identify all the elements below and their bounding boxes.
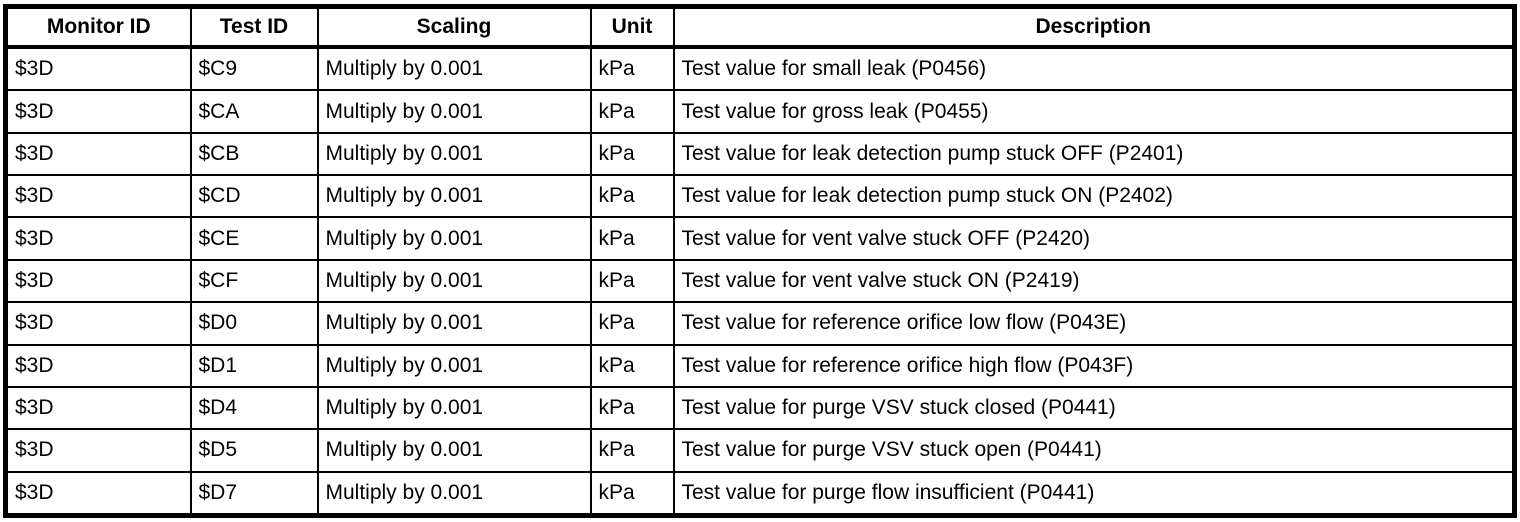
column-header-description: Description — [672, 5, 1516, 49]
cell-unit: kPa — [589, 301, 675, 346]
cell-monitor-id: $3D — [4, 343, 192, 388]
cell-test-id: $CA — [189, 89, 319, 134]
cell-scaling: Multiply by 0.001 — [316, 216, 592, 261]
table-row: $3D $D7 Multiply by 0.001 kPa Test value for… — [4, 470, 1516, 517]
cell-test-id: $CD — [189, 174, 319, 219]
cell-description: Test value for purge flow insufficient (… — [672, 470, 1516, 517]
cell-scaling: Multiply by 0.001 — [316, 131, 592, 177]
cell-monitor-id: $3D — [4, 258, 192, 304]
cell-unit: kPa — [589, 385, 675, 431]
cell-scaling: Multiply by 0.001 — [316, 301, 592, 346]
table-row: $3D $CA Multiply by 0.001 kPa Test value for… — [4, 89, 1516, 134]
cell-description: Test value for reference orifice low flo… — [672, 301, 1516, 346]
table-body: $3D $C9 Multiply by 0.001 kPa Test value for… — [4, 45, 1516, 517]
cell-monitor-id: $3D — [4, 131, 192, 177]
cell-scaling: Multiply by 0.001 — [316, 174, 592, 219]
cell-monitor-id: $3D — [4, 470, 192, 517]
cell-test-id: $CE — [189, 216, 319, 261]
column-header-unit: Unit — [589, 5, 675, 49]
table-row: $3D $CD Multiply by 0.001 kPa Test value for… — [4, 174, 1516, 219]
cell-description: Test value for purge VSV stuck closed (P… — [672, 385, 1516, 431]
cell-description: Test value for vent valve stuck OFF (P24… — [672, 216, 1516, 261]
table-row: $3D $CF Multiply by 0.001 kPa Test value for… — [4, 258, 1516, 304]
cell-unit: kPa — [589, 89, 675, 134]
column-header-test-id: Test ID — [189, 5, 319, 49]
cell-monitor-id: $3D — [4, 385, 192, 431]
cell-scaling: Multiply by 0.001 — [316, 470, 592, 517]
cell-description: Test value for vent valve stuck ON (P241… — [672, 258, 1516, 304]
cell-monitor-id: $3D — [4, 89, 192, 134]
table-header-row: Monitor ID Test ID Scaling Unit Descript… — [4, 5, 1516, 49]
cell-scaling: Multiply by 0.001 — [316, 89, 592, 134]
cell-scaling: Multiply by 0.001 — [316, 385, 592, 431]
table-row: $3D $C9 Multiply by 0.001 kPa Test value for… — [4, 45, 1516, 92]
table-row: $3D $D0 Multiply by 0.001 kPa Test value for… — [4, 301, 1516, 346]
column-header-monitor-id: Monitor ID — [4, 5, 192, 49]
cell-monitor-id: $3D — [4, 301, 192, 346]
cell-monitor-id: $3D — [4, 174, 192, 219]
cell-test-id: $D7 — [189, 470, 319, 517]
cell-scaling: Multiply by 0.001 — [316, 258, 592, 304]
cell-test-id: $C9 — [189, 45, 319, 92]
cell-description: Test value for leak detection pump stuck… — [672, 174, 1516, 219]
monitor-test-table: Monitor ID Test ID Scaling Unit Descript… — [3, 4, 1517, 518]
cell-test-id: $D0 — [189, 301, 319, 346]
cell-description: Test value for reference orifice high fl… — [672, 343, 1516, 388]
cell-unit: kPa — [589, 216, 675, 261]
cell-test-id: $D5 — [189, 428, 319, 473]
cell-unit: kPa — [589, 428, 675, 473]
table-row: $3D $D1 Multiply by 0.001 kPa Test value for… — [4, 343, 1516, 388]
cell-test-id: $D4 — [189, 385, 319, 431]
cell-unit: kPa — [589, 45, 675, 92]
cell-test-id: $CB — [189, 131, 319, 177]
cell-unit: kPa — [589, 258, 675, 304]
cell-description: Test value for small leak (P0456) — [672, 45, 1516, 92]
cell-description: Test value for gross leak (P0455) — [672, 89, 1516, 134]
table-row: $3D $CE Multiply by 0.001 kPa Test value for… — [4, 216, 1516, 261]
cell-unit: kPa — [589, 174, 675, 219]
cell-unit: kPa — [589, 343, 675, 388]
table-row: $3D $D5 Multiply by 0.001 kPa Test value for… — [4, 428, 1516, 473]
cell-test-id: $CF — [189, 258, 319, 304]
cell-test-id: $D1 — [189, 343, 319, 388]
table-header: Monitor ID Test ID Scaling Unit Descript… — [4, 5, 1516, 49]
cell-unit: kPa — [589, 131, 675, 177]
cell-unit: kPa — [589, 470, 675, 517]
cell-monitor-id: $3D — [4, 216, 192, 261]
column-header-scaling: Scaling — [316, 5, 592, 49]
cell-scaling: Multiply by 0.001 — [316, 45, 592, 92]
cell-description: Test value for purge VSV stuck open (P04… — [672, 428, 1516, 473]
cell-description: Test value for leak detection pump stuck… — [672, 131, 1516, 177]
table-row: $3D $CB Multiply by 0.001 kPa Test value for… — [4, 131, 1516, 177]
table-row: $3D $D4 Multiply by 0.001 kPa Test value for… — [4, 385, 1516, 431]
cell-scaling: Multiply by 0.001 — [316, 343, 592, 388]
cell-monitor-id: $3D — [4, 428, 192, 473]
cell-scaling: Multiply by 0.001 — [316, 428, 592, 473]
cell-monitor-id: $3D — [4, 45, 192, 92]
